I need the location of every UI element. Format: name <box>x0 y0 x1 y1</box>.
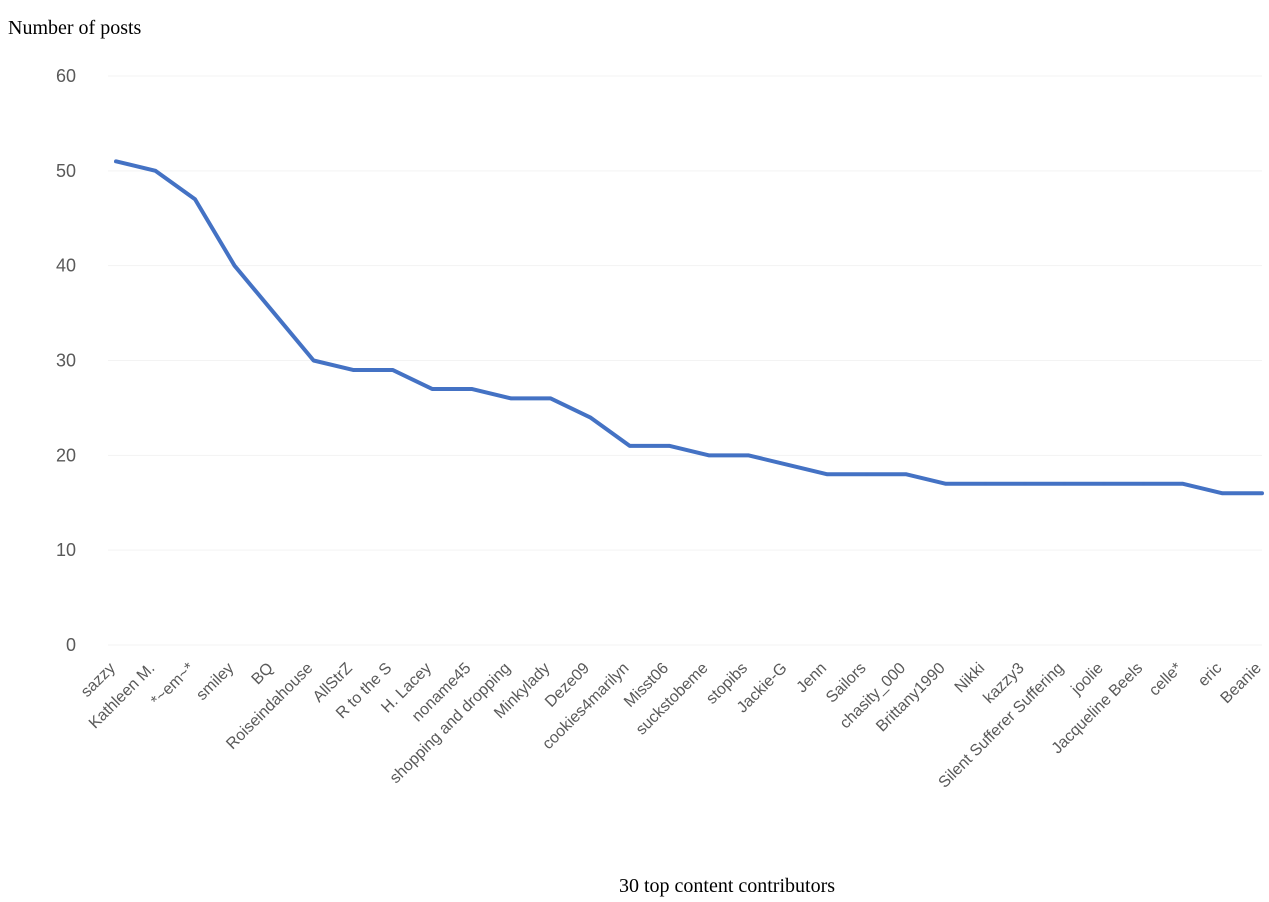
data-point-13 <box>588 415 592 419</box>
data-point-6 <box>311 358 315 362</box>
data-point-11 <box>509 396 513 400</box>
x-tick-label-29: eric <box>1195 660 1225 690</box>
x-tick-label-22: Brittany1990 <box>873 660 949 736</box>
series-line <box>114 159 1264 496</box>
data-point-4 <box>232 264 236 268</box>
data-point-1 <box>114 159 118 163</box>
y-axis-ticks: 0 10 20 30 40 50 60 <box>56 66 76 655</box>
data-point-29 <box>1220 491 1224 495</box>
data-point-2 <box>153 169 157 173</box>
y-axis-label: Number of posts <box>8 17 142 39</box>
data-point-16 <box>707 453 711 457</box>
data-point-23 <box>983 482 987 486</box>
x-tick-label-23: Nikki <box>952 660 989 697</box>
data-point-30 <box>1260 491 1264 495</box>
x-tick-label-4: smiley <box>193 660 237 704</box>
x-tick-label-19: Jenn <box>794 660 831 697</box>
y-tick-label-40: 40 <box>56 256 76 276</box>
x-axis-label: 30 top content contributors <box>619 875 835 897</box>
data-point-26 <box>1102 482 1106 486</box>
data-point-22 <box>944 482 948 486</box>
data-point-21 <box>904 472 908 476</box>
data-point-25 <box>1062 482 1066 486</box>
data-point-3 <box>193 197 197 201</box>
x-tick-label-28: celle* <box>1146 660 1186 700</box>
data-point-24 <box>1023 482 1027 486</box>
x-tick-label-3: *~em~* <box>148 660 198 710</box>
x-tick-label-5: BQ <box>249 660 277 688</box>
grid-lines <box>108 75 1262 646</box>
y-tick-label-30: 30 <box>56 351 76 371</box>
data-point-18 <box>786 463 790 467</box>
data-point-19 <box>825 472 829 476</box>
data-point-9 <box>430 387 434 391</box>
y-tick-label-60: 60 <box>56 66 76 86</box>
data-point-20 <box>865 472 869 476</box>
data-point-12 <box>549 396 553 400</box>
data-point-14 <box>628 444 632 448</box>
x-tick-label-30: Beanie <box>1218 660 1265 707</box>
series-layer <box>114 159 1264 496</box>
y-tick-label-20: 20 <box>56 445 76 465</box>
data-point-8 <box>391 368 395 372</box>
y-tick-label-0: 0 <box>66 635 76 655</box>
data-point-5 <box>272 311 276 315</box>
data-point-17 <box>746 453 750 457</box>
data-point-10 <box>470 387 474 391</box>
y-tick-label-50: 50 <box>56 161 76 181</box>
data-point-27 <box>1141 482 1145 486</box>
data-point-28 <box>1181 482 1185 486</box>
data-point-7 <box>351 368 355 372</box>
data-point-15 <box>667 444 671 448</box>
y-tick-label-10: 10 <box>56 540 76 560</box>
